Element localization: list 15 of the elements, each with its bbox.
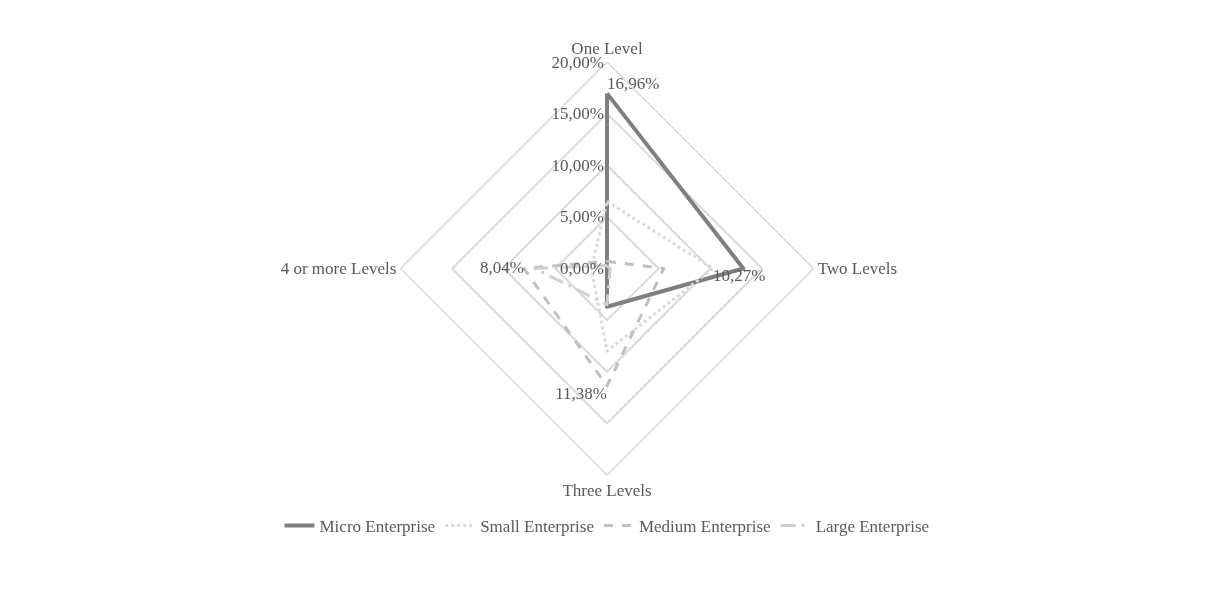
- data-label: 16,96%: [607, 74, 660, 94]
- data-label: 8,04%: [480, 257, 524, 277]
- legend-label: Small Enterprise: [480, 517, 594, 537]
- y-tick-label: 0,00%: [560, 259, 604, 279]
- spoke-label: 4 or more Levels: [280, 259, 397, 279]
- legend-label: Micro Enterprise: [319, 517, 436, 537]
- y-tick-label: 5,00%: [560, 207, 604, 227]
- spoke-label: Two Levels: [817, 259, 898, 279]
- legend-label: Large Enterprise: [815, 517, 930, 537]
- data-label: 11,38%: [555, 383, 607, 403]
- y-tick-label: 15,00%: [551, 104, 604, 124]
- data-label: 10,27%: [713, 266, 766, 286]
- y-tick-label: 10,00%: [551, 155, 604, 175]
- spoke-label: Three Levels: [562, 481, 652, 501]
- legend-label: Medium Enterprise: [638, 517, 771, 537]
